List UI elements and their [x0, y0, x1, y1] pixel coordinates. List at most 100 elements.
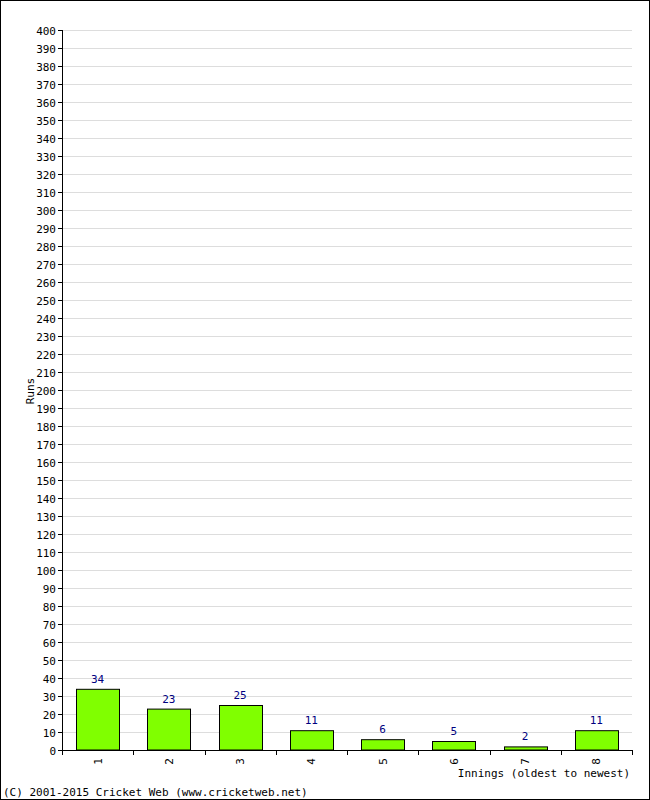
y-tick-label: 360 [36, 97, 56, 110]
y-tick [58, 210, 62, 211]
y-tick [58, 354, 62, 355]
x-tick-label: 7 [519, 758, 532, 765]
y-tick [58, 408, 62, 409]
y-tick [58, 138, 62, 139]
y-tick [58, 318, 62, 319]
grid-line [62, 318, 632, 319]
x-tick [418, 750, 419, 755]
y-tick-label: 20 [43, 709, 56, 722]
y-tick [58, 750, 62, 751]
grid-line [62, 480, 632, 481]
y-tick-label: 10 [43, 727, 56, 740]
y-tick [58, 372, 62, 373]
x-tick-label: 2 [163, 758, 176, 765]
data-label: 2 [522, 730, 529, 743]
y-tick [58, 606, 62, 607]
y-tick [58, 174, 62, 175]
grid-line [62, 192, 632, 193]
y-tick [58, 102, 62, 103]
grid-line [62, 660, 632, 661]
bar [148, 709, 191, 750]
grid-line [62, 642, 632, 643]
grid-line [62, 264, 632, 265]
y-tick-label: 290 [36, 223, 56, 236]
grid-line [62, 30, 632, 31]
y-tick-label: 70 [43, 619, 56, 632]
x-tick [490, 750, 491, 755]
y-tick-label: 340 [36, 133, 56, 146]
grid-line [62, 66, 632, 67]
data-label: 25 [234, 689, 247, 702]
y-tick-label: 50 [43, 655, 56, 668]
grid-line [62, 606, 632, 607]
grid-line [62, 336, 632, 337]
bar [433, 742, 476, 751]
x-tick-label: 1 [92, 758, 105, 765]
y-tick-label: 30 [43, 691, 56, 704]
grid-line [62, 390, 632, 391]
y-tick-label: 300 [36, 205, 56, 218]
grid-line [62, 408, 632, 409]
y-tick [58, 498, 62, 499]
data-label: 23 [162, 693, 175, 706]
data-label: 11 [305, 714, 318, 727]
grid-line [62, 102, 632, 103]
grid-line [62, 444, 632, 445]
y-tick-label: 270 [36, 259, 56, 272]
y-tick [58, 426, 62, 427]
y-axis [62, 30, 63, 750]
grid-line [62, 174, 632, 175]
y-tick-label: 40 [43, 673, 56, 686]
x-tick [62, 750, 63, 755]
y-tick-label: 320 [36, 169, 56, 182]
y-tick-label: 130 [36, 511, 56, 524]
grid-line [62, 588, 632, 589]
grid-line [62, 696, 632, 697]
grid-line [62, 300, 632, 301]
grid-line [62, 282, 632, 283]
y-tick [58, 678, 62, 679]
x-tick [347, 750, 348, 755]
grid-line [62, 228, 632, 229]
grid-line [62, 120, 632, 121]
y-tick [58, 66, 62, 67]
grid-line [62, 462, 632, 463]
y-tick-label: 100 [36, 565, 56, 578]
grid-line [62, 552, 632, 553]
grid-line [62, 534, 632, 535]
y-tick [58, 516, 62, 517]
grid-line [62, 48, 632, 49]
y-tick-label: 90 [43, 583, 56, 596]
y-tick [58, 264, 62, 265]
y-tick [58, 696, 62, 697]
y-tick [58, 246, 62, 247]
bar [576, 731, 619, 750]
y-tick-label: 190 [36, 403, 56, 416]
y-axis-label: Runs [24, 378, 37, 405]
x-tick-label: 6 [448, 758, 461, 765]
grid-line [62, 498, 632, 499]
y-tick [58, 120, 62, 121]
y-tick [58, 480, 62, 481]
y-tick [58, 444, 62, 445]
x-tick-label: 3 [234, 758, 247, 765]
x-tick [133, 750, 134, 755]
y-tick [58, 570, 62, 571]
grid-line [62, 156, 632, 157]
y-tick [58, 534, 62, 535]
x-tick-label: 4 [305, 758, 318, 765]
y-tick-label: 380 [36, 61, 56, 74]
y-tick-label: 160 [36, 457, 56, 470]
y-tick-label: 210 [36, 367, 56, 380]
y-tick-label: 240 [36, 313, 56, 326]
y-tick [58, 462, 62, 463]
y-tick [58, 192, 62, 193]
grid-line [62, 138, 632, 139]
grid-line [62, 516, 632, 517]
bar [505, 747, 548, 750]
bars [77, 689, 619, 750]
y-tick [58, 624, 62, 625]
grid-line [62, 570, 632, 571]
y-tick [58, 588, 62, 589]
data-label: 6 [379, 723, 386, 736]
